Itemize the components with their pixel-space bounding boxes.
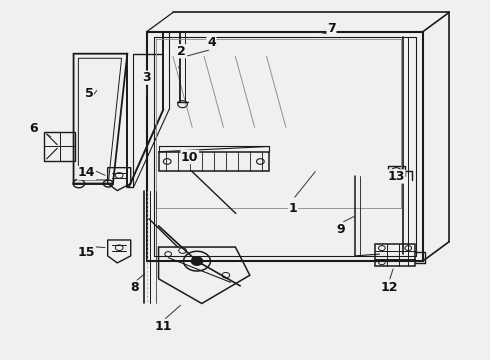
Text: 12: 12 xyxy=(380,281,398,294)
Text: 9: 9 xyxy=(337,223,345,236)
Circle shape xyxy=(191,257,203,265)
Text: 1: 1 xyxy=(289,202,297,215)
Text: 6: 6 xyxy=(29,122,38,135)
Text: 7: 7 xyxy=(327,22,336,35)
Text: 2: 2 xyxy=(177,45,186,58)
Text: 13: 13 xyxy=(388,170,405,183)
Text: 11: 11 xyxy=(155,320,172,333)
Text: 10: 10 xyxy=(181,150,198,163)
Text: 15: 15 xyxy=(78,246,95,259)
Text: 4: 4 xyxy=(207,36,216,49)
Text: 3: 3 xyxy=(142,71,151,84)
Text: 14: 14 xyxy=(78,166,95,179)
Text: 5: 5 xyxy=(85,87,93,100)
Text: 8: 8 xyxy=(130,281,139,294)
